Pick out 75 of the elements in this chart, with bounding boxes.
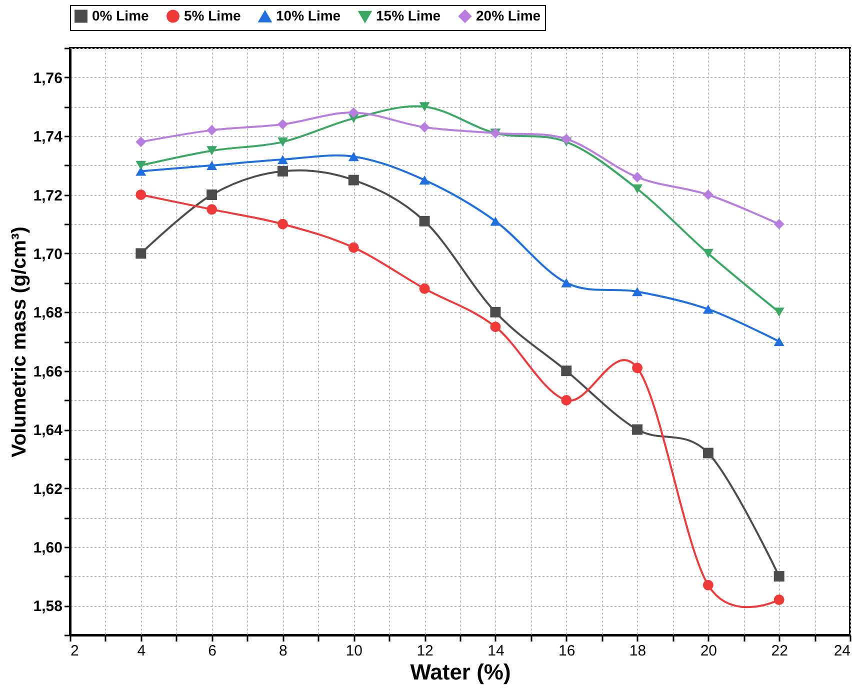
point: [632, 287, 643, 296]
legend-label: 10% Lime: [276, 8, 341, 24]
point: [277, 154, 288, 164]
point: [632, 172, 643, 182]
point: [632, 362, 643, 374]
point: [490, 322, 501, 332]
point: [774, 218, 784, 230]
point: [774, 594, 784, 606]
x-tick-label: 16: [558, 642, 576, 660]
point: [206, 124, 218, 136]
y-tick-label: 1,74: [33, 128, 64, 146]
point: [561, 394, 572, 406]
point: [277, 218, 288, 230]
y-tick-label: 1,70: [33, 246, 62, 263]
x-tick-label: 20: [700, 642, 718, 660]
x-tick-label: 4: [137, 642, 146, 660]
point: [702, 248, 714, 258]
x-tick-label: 8: [279, 642, 288, 660]
point: [632, 184, 643, 194]
y-tick-label: 1,58: [33, 598, 62, 616]
point: [348, 152, 359, 162]
x-tick-label: 22: [771, 642, 788, 660]
point: [702, 304, 714, 314]
point: [348, 107, 359, 118]
point: [490, 306, 501, 318]
x-tick-label: 18: [629, 642, 646, 660]
y-tick-label: 1,68: [33, 304, 62, 322]
point: [774, 571, 784, 582]
point: [348, 242, 359, 253]
point: [561, 278, 572, 288]
point: [419, 216, 430, 226]
y-tick-label: 1,64: [33, 422, 64, 440]
point: [702, 580, 714, 590]
x-tick-label: 24: [834, 642, 850, 660]
y-tick-label: 1,60: [33, 539, 62, 556]
point: [632, 424, 643, 435]
legend-label: 15% Lime: [376, 8, 441, 24]
x-tick-label: 14: [488, 642, 504, 660]
point: [561, 134, 572, 144]
point: [702, 190, 714, 200]
point: [206, 160, 218, 170]
y-tick-label: 1,72: [33, 187, 62, 204]
legend-label: 0% Lime: [92, 7, 150, 24]
point: [419, 283, 430, 294]
point: [136, 136, 146, 148]
point: [136, 190, 146, 200]
point: [561, 366, 572, 376]
y-tick-label: 1,76: [33, 70, 62, 87]
y-tick-label: 1,66: [33, 363, 62, 380]
point: [277, 137, 288, 146]
point: [136, 166, 146, 176]
point: [136, 248, 146, 259]
point: [419, 102, 430, 112]
point: [419, 122, 430, 132]
legend-label: 5% Lime: [184, 7, 242, 24]
point: [702, 448, 714, 458]
point: [206, 204, 218, 215]
legend-label: 20% Lime: [476, 7, 541, 24]
point: [206, 190, 218, 200]
point: [348, 174, 359, 186]
point: [774, 308, 784, 317]
x-tick-label: 6: [208, 642, 216, 660]
point: [490, 216, 501, 226]
point: [277, 119, 288, 130]
x-tick-label: 12: [416, 642, 434, 660]
x-axis-title: Water (%): [410, 660, 511, 684]
point: [419, 176, 430, 185]
x-tick-label: 2: [70, 642, 79, 660]
y-axis-title: Volumetric mass (g/cm³): [8, 226, 30, 458]
x-tick-label: 10: [346, 642, 362, 660]
point: [774, 336, 784, 346]
point: [136, 160, 146, 170]
point: [277, 166, 288, 177]
point: [206, 146, 218, 156]
y-tick-label: 1,62: [33, 480, 62, 498]
